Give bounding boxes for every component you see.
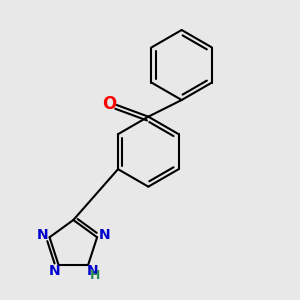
Text: N: N (98, 228, 110, 242)
Text: N: N (37, 228, 48, 242)
Text: N: N (86, 264, 98, 278)
Text: N: N (49, 264, 60, 278)
Text: O: O (102, 95, 116, 113)
Text: H: H (90, 269, 101, 282)
